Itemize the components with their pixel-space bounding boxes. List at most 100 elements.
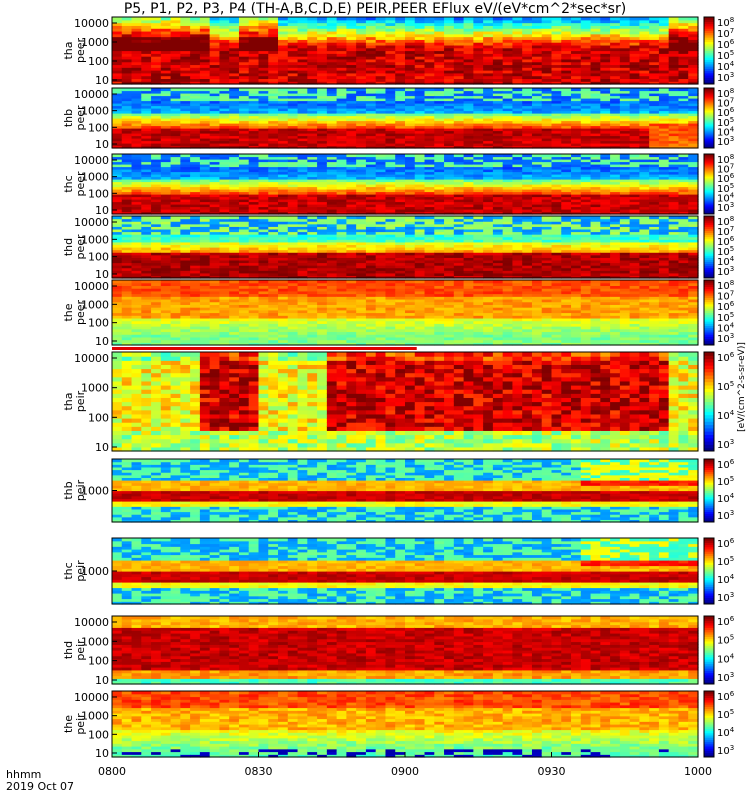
spectrogram-cell	[473, 22, 484, 26]
spectrogram-cell	[512, 186, 523, 190]
spectrogram-cell	[492, 120, 504, 124]
spectrogram-cell	[258, 105, 269, 109]
spectrogram-cell	[258, 159, 269, 163]
spectrogram-cell	[541, 39, 553, 43]
spectrogram-cell	[561, 171, 572, 175]
spectrogram-cell	[151, 189, 162, 193]
spectrogram-cell	[453, 72, 465, 77]
y-tick-label: 100	[88, 121, 109, 134]
spectrogram-cell	[463, 17, 474, 21]
spectrogram-cell	[258, 262, 269, 266]
spectrogram-cell	[199, 123, 211, 127]
spectrogram-cell	[483, 118, 494, 122]
spectrogram-cell	[112, 120, 123, 124]
spectrogram-cell	[580, 88, 592, 92]
spectrogram-cell	[229, 98, 240, 102]
spectrogram-cell	[688, 108, 699, 112]
spectrogram-cell	[278, 123, 289, 127]
spectrogram-cell	[268, 166, 279, 170]
spectrogram-cell	[209, 174, 221, 178]
spectrogram-cell	[219, 67, 230, 71]
spectrogram-cell	[434, 95, 445, 99]
spectrogram-cell	[619, 186, 631, 190]
spectrogram-cell	[317, 174, 328, 178]
spectrogram-cell	[610, 199, 621, 203]
spectrogram-cell	[336, 53, 347, 57]
spectrogram-cell	[258, 164, 269, 168]
spectrogram-cell	[658, 130, 670, 134]
spectrogram-cell	[238, 181, 250, 185]
spectrogram-cell	[610, 138, 621, 142]
spectrogram-cell	[209, 72, 221, 77]
spectrogram-cell	[229, 156, 240, 160]
spectrogram-cell	[619, 61, 631, 66]
spectrogram-cell	[151, 67, 162, 71]
spectrogram-cell	[483, 176, 494, 180]
spectrogram-cell	[131, 33, 142, 38]
spectrogram-cell	[688, 125, 699, 129]
spectrogram-cell	[453, 166, 465, 170]
spectrogram-cell	[297, 257, 308, 261]
spectrogram-cell	[238, 154, 250, 158]
spectrogram-cell	[649, 110, 660, 114]
spectrogram-cell	[190, 267, 201, 271]
spectrogram-cell	[395, 120, 406, 124]
spectrogram-cell	[199, 252, 211, 256]
spectrogram-cell	[590, 161, 601, 165]
spectrogram-cell	[365, 169, 377, 173]
spectrogram-cell	[590, 50, 601, 54]
spectrogram-cell	[151, 95, 162, 99]
spectrogram-cell	[385, 53, 396, 57]
spectrogram-cell	[375, 169, 387, 173]
spectrogram-cell	[317, 72, 328, 77]
spectrogram-cell	[336, 133, 347, 137]
spectrogram-cell	[424, 179, 435, 183]
spectrogram-cell	[346, 115, 357, 119]
spectrogram-cell	[385, 196, 396, 200]
spectrogram-cell	[326, 166, 338, 170]
spectrogram-cell	[580, 154, 592, 158]
spectrogram-cell	[229, 123, 240, 127]
spectrogram-cell	[600, 22, 611, 26]
spectrogram-cell	[463, 110, 474, 114]
spectrogram-cell	[375, 191, 387, 195]
spectrogram-cell	[258, 28, 269, 32]
spectrogram-cell	[512, 133, 523, 137]
spectrogram-cell	[209, 239, 221, 243]
spectrogram-cell	[551, 211, 562, 215]
spectrogram-cell	[278, 244, 289, 248]
spectrogram-cell	[668, 100, 680, 104]
spectrogram-cell	[424, 140, 435, 144]
spectrogram-cell	[688, 159, 699, 163]
spectrogram-cell	[688, 61, 699, 66]
spectrogram-cell	[190, 103, 201, 107]
spectrogram-cell	[580, 161, 592, 165]
spectrogram-cell	[658, 64, 670, 68]
spectrogram-cell	[463, 159, 474, 163]
spectrogram-cell	[434, 125, 445, 129]
spectrogram-cell	[678, 211, 689, 215]
spectrogram-cell	[121, 272, 133, 277]
spectrogram-cell	[248, 234, 260, 238]
spectrogram-cell	[365, 90, 377, 94]
spectrogram-cell	[405, 19, 416, 24]
spectrogram-cell	[561, 50, 572, 54]
spectrogram-cell	[668, 44, 680, 49]
spectrogram-cell	[688, 19, 699, 24]
spectrogram-cell	[365, 120, 377, 124]
spectrogram-cell	[502, 161, 514, 165]
spectrogram-cell	[258, 67, 269, 71]
spectrogram-cell	[160, 19, 172, 24]
spectrogram-cell	[668, 194, 680, 198]
spectrogram-cell	[473, 201, 484, 205]
spectrogram-cell	[600, 33, 611, 38]
spectrogram-cell	[131, 103, 142, 107]
spectrogram-cell	[238, 118, 250, 122]
spectrogram-cell	[209, 204, 221, 208]
spectrogram-cell	[141, 272, 152, 277]
spectrogram-cell	[229, 93, 240, 97]
spectrogram-cell	[522, 120, 533, 124]
spectrogram-cell	[629, 125, 640, 129]
spectrogram-cell	[317, 209, 328, 213]
spectrogram-cell	[336, 88, 347, 92]
